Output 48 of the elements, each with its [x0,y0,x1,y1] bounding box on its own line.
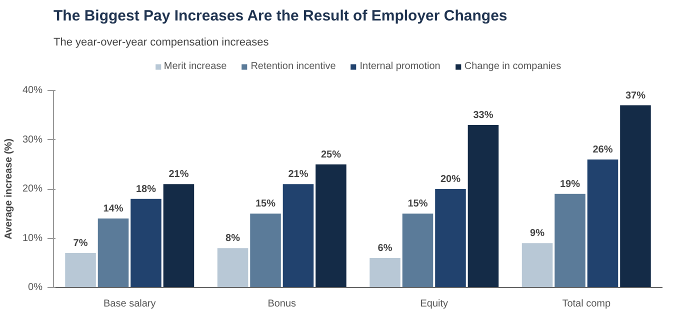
data-label: 26% [592,144,613,156]
data-label: 18% [136,184,156,195]
bar [217,248,248,288]
bar [130,198,162,288]
data-label: 9% [530,228,545,240]
data-label: 7% [73,238,88,250]
data-label: 20% [440,174,461,185]
y-axis-title: Average increase (%) [3,138,14,240]
data-label: 25% [320,149,342,160]
bar [65,253,96,288]
data-label: 19% [560,178,580,190]
data-label: 21% [288,169,308,180]
x-tick-label: Base salary [104,298,156,310]
bar [554,194,586,288]
legend-label: Change in companies [464,60,562,72]
y-tick-label: 20% [22,184,43,194]
data-label: 37% [625,90,646,102]
bar [163,184,194,288]
x-tick-label: Total comp [562,298,611,310]
data-label: 15% [256,198,276,210]
x-tick-label: Equity [420,298,448,310]
bar [316,164,346,288]
legend-label: Internal promotion [360,60,440,72]
chart-subtitle: The year-over-year compensation increases [54,36,270,48]
data-label: 14% [103,204,124,215]
data-label: 33% [473,110,494,121]
bar [370,258,400,288]
legend-label: Merit increase [164,60,227,72]
bar [522,243,553,288]
data-label: 8% [226,233,240,244]
data-label: 6% [378,242,392,254]
bar [402,214,434,288]
chart-title: The Biggest Pay Increases Are the Result of Employer Changes [54,8,508,24]
bar [587,159,618,288]
bar [468,124,499,288]
data-label: 15% [408,198,428,210]
bar [282,184,314,288]
bar [98,218,129,288]
y-tick-label: 10% [22,232,43,244]
bar [435,189,466,288]
y-tick-label: 40% [22,85,43,96]
y-tick-label: 30% [22,134,43,146]
x-tick-label: Bonus [268,298,296,310]
data-label: 21% [168,169,189,180]
legend-label: Retention incentive [250,60,336,72]
bar [250,214,281,288]
bar [620,105,651,288]
y-tick-label: 0% [28,282,43,293]
